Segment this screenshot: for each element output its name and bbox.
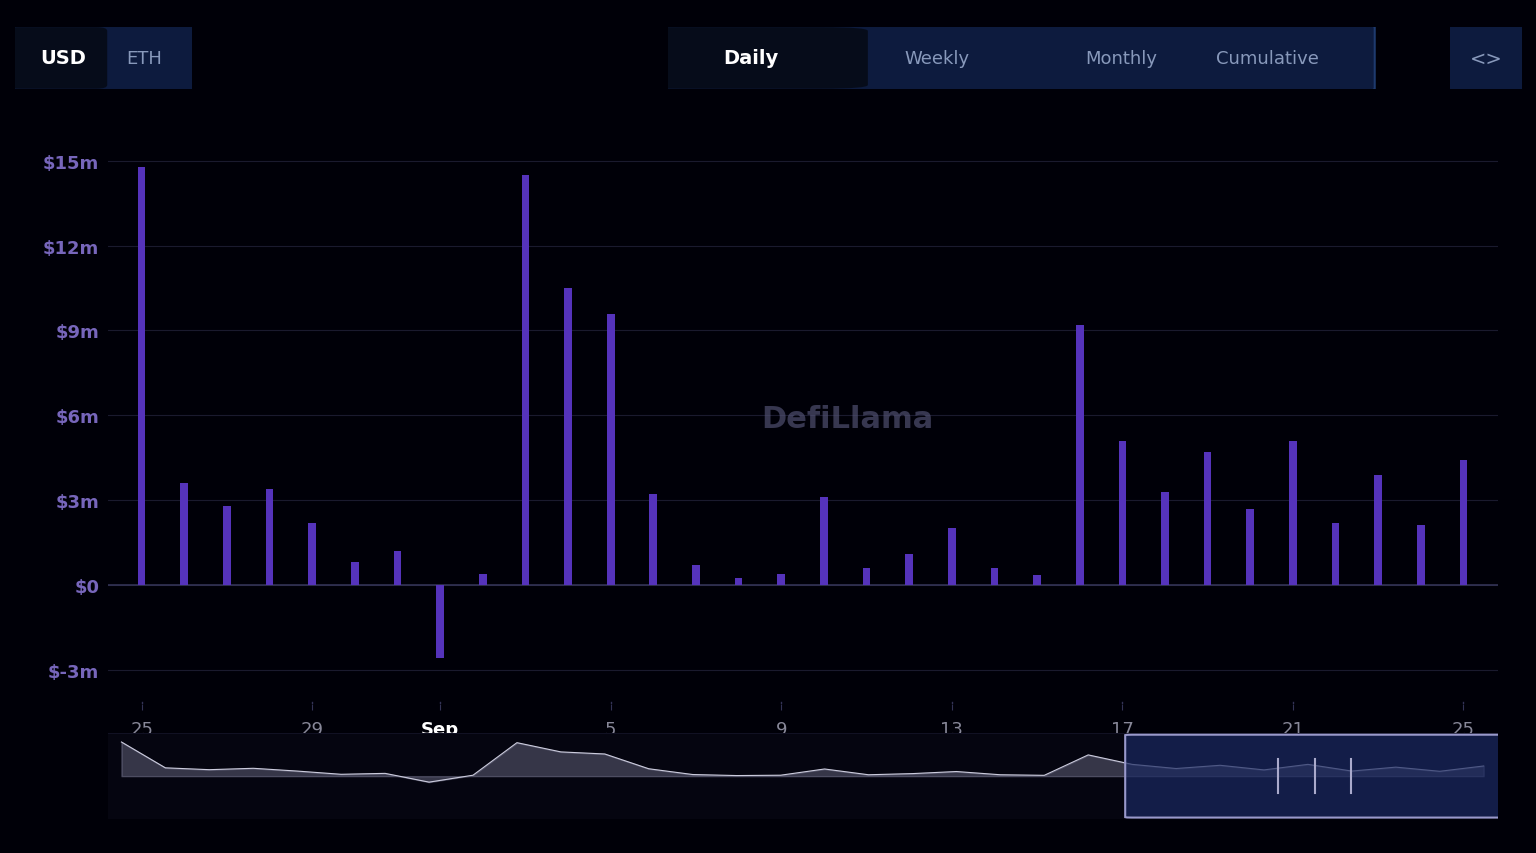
Bar (1459, 461, 1467, 585)
Text: DefiLlama: DefiLlama (760, 404, 932, 433)
Bar (863, 568, 871, 585)
Bar (1375, 475, 1382, 585)
Bar (650, 495, 657, 585)
Bar (309, 523, 316, 585)
Bar (1118, 441, 1126, 585)
Bar (393, 551, 401, 585)
FancyBboxPatch shape (94, 733, 1511, 820)
Text: Cumulative: Cumulative (1217, 49, 1318, 68)
Text: USD: USD (40, 49, 86, 68)
FancyBboxPatch shape (1126, 734, 1505, 817)
Bar (223, 506, 230, 585)
Bar (991, 568, 998, 585)
Bar (1246, 509, 1253, 585)
Text: Monthly: Monthly (1086, 49, 1157, 68)
Bar (1034, 575, 1041, 585)
Bar (352, 563, 359, 585)
Bar (1204, 452, 1212, 585)
Text: <>: <> (1470, 49, 1502, 68)
Text: ETH: ETH (126, 49, 163, 68)
Bar (905, 554, 912, 585)
Bar (522, 176, 530, 585)
Bar (777, 574, 785, 585)
Bar (1332, 523, 1339, 585)
Bar (479, 574, 487, 585)
FancyBboxPatch shape (8, 28, 108, 90)
Text: Weekly: Weekly (905, 49, 969, 68)
Bar (948, 529, 955, 585)
FancyBboxPatch shape (1444, 23, 1528, 95)
Bar (1075, 326, 1083, 585)
FancyBboxPatch shape (2, 23, 206, 95)
Bar (1418, 525, 1425, 585)
Bar (138, 167, 146, 585)
Bar (266, 489, 273, 585)
Text: Daily: Daily (723, 49, 779, 68)
Bar (607, 314, 614, 585)
Bar (734, 578, 742, 585)
Bar (1161, 492, 1169, 585)
Bar (564, 289, 571, 585)
Bar (1289, 441, 1296, 585)
Bar (820, 497, 828, 585)
Bar (436, 585, 444, 659)
FancyBboxPatch shape (622, 25, 1375, 93)
Bar (180, 484, 187, 585)
FancyBboxPatch shape (633, 28, 868, 90)
Bar (693, 566, 700, 585)
